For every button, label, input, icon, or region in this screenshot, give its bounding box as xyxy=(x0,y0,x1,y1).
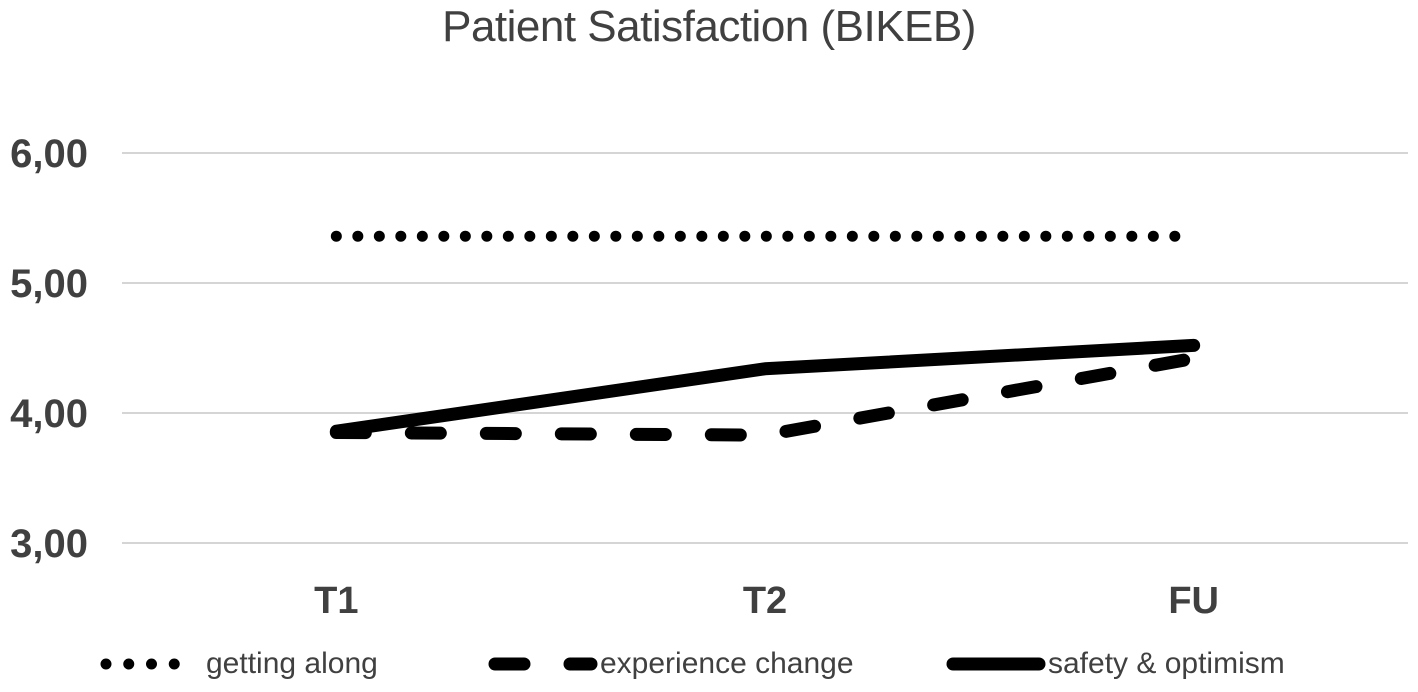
y-tick-label: 3,00 xyxy=(10,522,88,566)
legend-item-getting-along: getting along xyxy=(100,644,378,684)
legend-dashed-line-icon xyxy=(488,657,598,671)
plot-area: 6,00 5,00 4,00 3,00 T1 T2 FU xyxy=(10,132,1408,622)
legend-label: getting along xyxy=(206,647,378,680)
legend-dotted-line-icon xyxy=(100,658,203,670)
y-tick-label: 4,00 xyxy=(10,392,88,436)
x-category-label-t2: T2 xyxy=(743,580,787,622)
y-tick-label: 6,00 xyxy=(10,132,88,176)
y-tick-label: 5,00 xyxy=(10,262,88,306)
legend-solid-line-icon xyxy=(946,657,1046,671)
x-category-label-fu: FU xyxy=(1168,580,1219,622)
legend-item-safety-optimism: safety & optimism xyxy=(946,644,1285,684)
legend-item-experience-change: experience change xyxy=(488,644,854,684)
chart-title: Patient Satisfaction (BIKEB) xyxy=(442,2,976,51)
series-line-safety-optimism xyxy=(329,338,1201,438)
legend-label: safety & optimism xyxy=(1048,647,1285,680)
x-category-label-t1: T1 xyxy=(314,580,358,622)
legend-label: experience change xyxy=(600,647,854,680)
